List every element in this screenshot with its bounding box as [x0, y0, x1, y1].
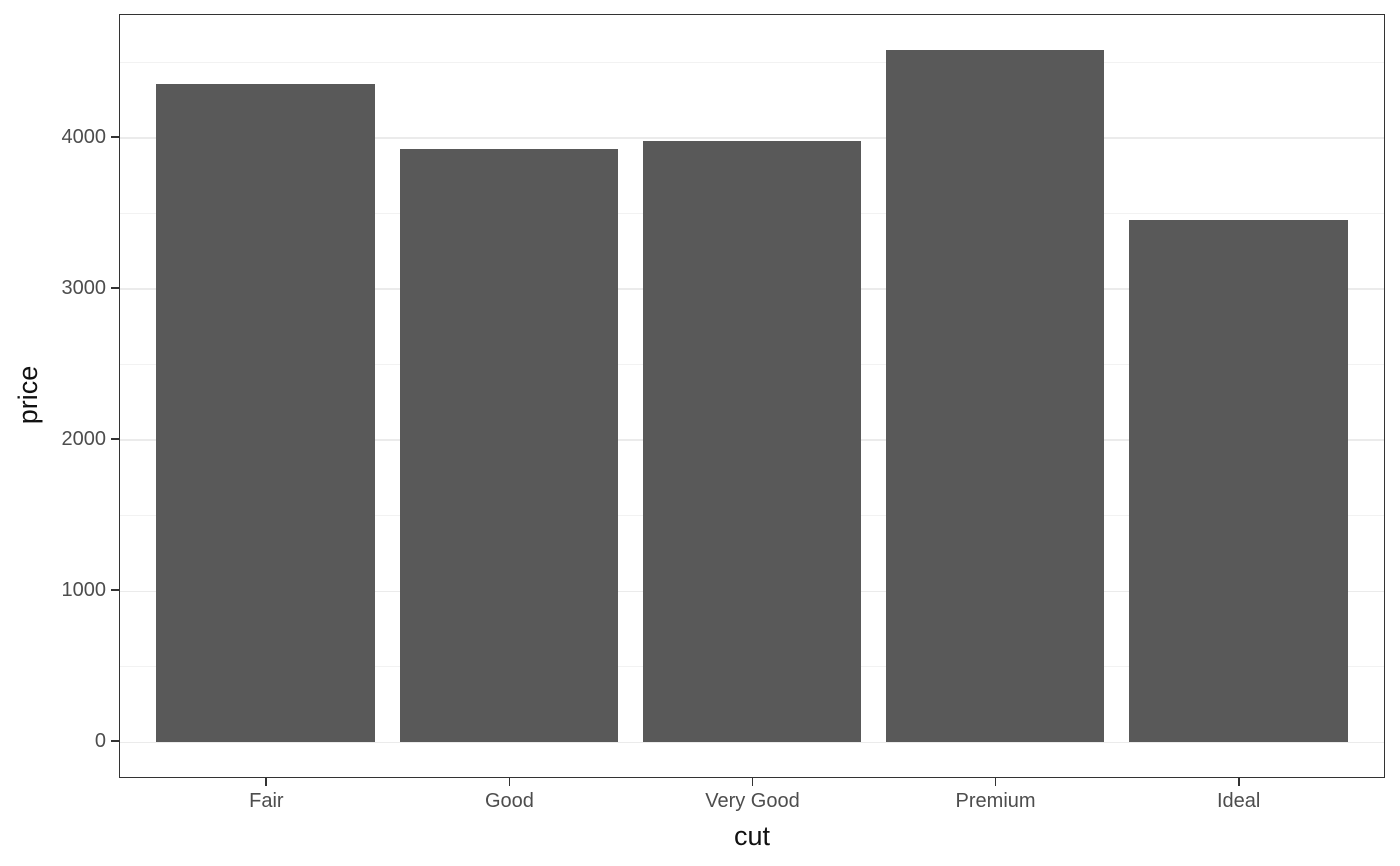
- y-axis-tick: [111, 740, 119, 743]
- y-tick-label: 3000: [61, 276, 107, 299]
- bar-good: [399, 148, 619, 743]
- y-axis-tick: [111, 135, 119, 138]
- y-axis-tick: [111, 589, 119, 592]
- gridline-minor: [120, 61, 1384, 63]
- x-tick-label: Good: [484, 790, 534, 812]
- bar-ideal: [1128, 219, 1348, 743]
- y-axis-title: price: [13, 365, 43, 425]
- y-tick-label: 2000: [61, 428, 107, 451]
- bar-fair: [156, 83, 376, 743]
- y-axis-tick: [111, 438, 119, 441]
- y-tick-label: 0: [94, 730, 106, 753]
- x-axis-tick: [751, 777, 754, 786]
- gridline-major: [120, 137, 1384, 139]
- bar-premium: [885, 49, 1105, 743]
- y-axis-tick: [111, 287, 119, 289]
- x-axis-tick: [994, 777, 997, 786]
- x-axis-title: cut: [733, 821, 771, 851]
- plot-panel: [119, 14, 1385, 778]
- x-tick-label: Premium: [955, 790, 1036, 812]
- x-tick-label: Very Good: [705, 790, 800, 812]
- x-axis-tick: [508, 777, 511, 786]
- y-tick-label: 4000: [61, 125, 107, 148]
- gridline-major: [120, 741, 1384, 744]
- x-axis-tick: [265, 777, 268, 786]
- y-tick-label: 1000: [61, 579, 107, 602]
- x-tick-label: Fair: [249, 790, 284, 812]
- x-axis-tick: [1237, 777, 1240, 786]
- bar-very-good: [642, 140, 862, 743]
- x-tick-label: Ideal: [1216, 790, 1261, 812]
